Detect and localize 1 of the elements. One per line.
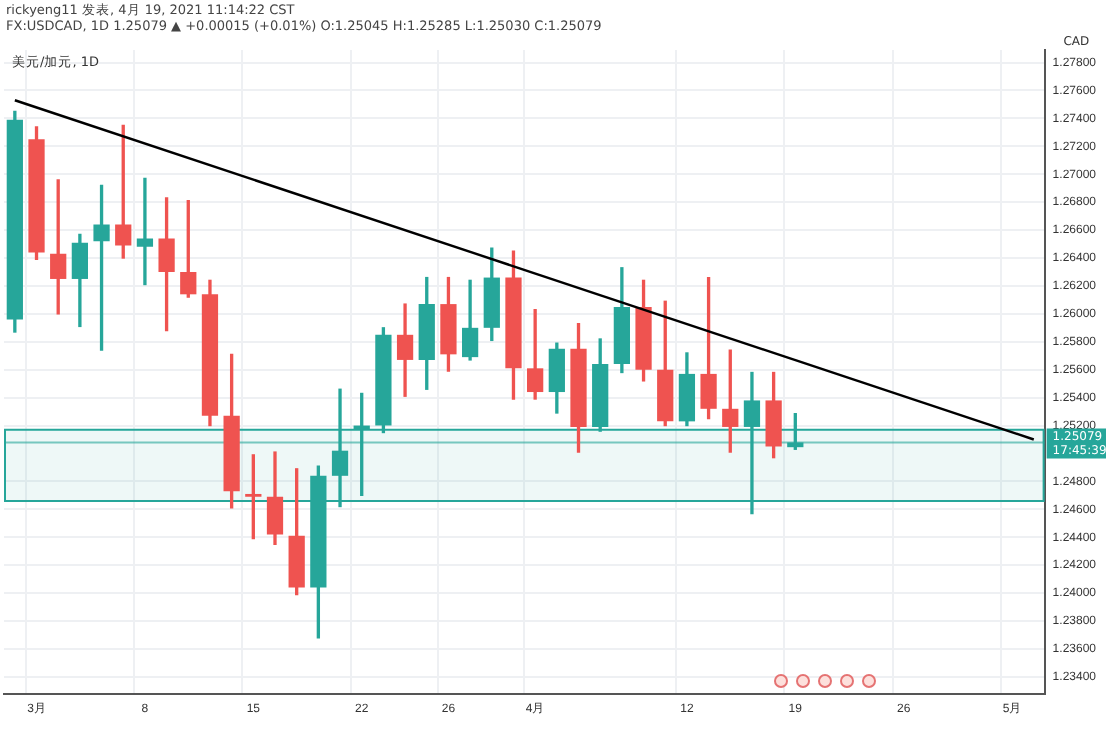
candlestick	[136, 177, 154, 286]
